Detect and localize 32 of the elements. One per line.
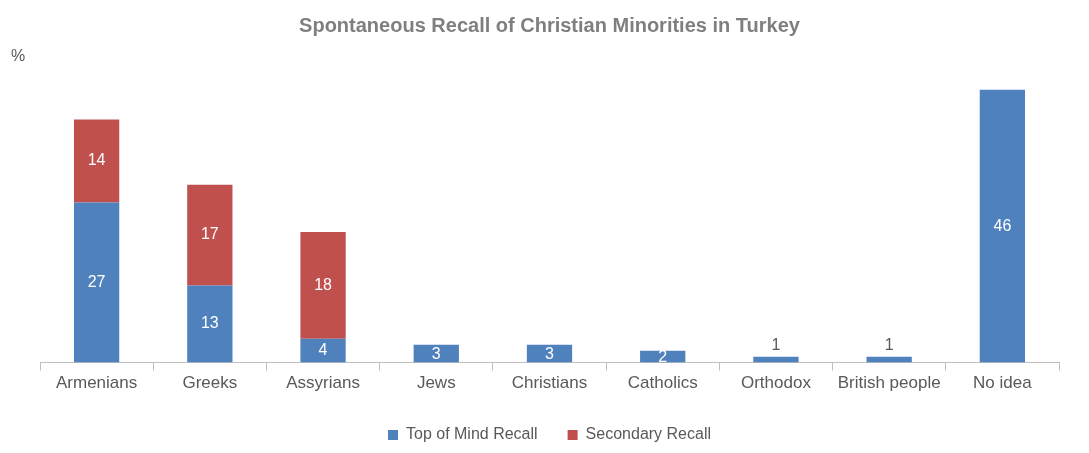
data-label: 13 — [200, 314, 219, 332]
bar — [187, 184, 233, 286]
bar — [187, 285, 233, 363]
data-label: 27 — [87, 272, 106, 290]
x-tick-label: British people — [837, 373, 941, 393]
data-label: 14 — [87, 151, 106, 169]
bar — [300, 338, 346, 363]
bar — [73, 202, 120, 363]
legend-label: Top of Mind Recall — [405, 425, 538, 443]
data-label: 46 — [993, 216, 1012, 234]
data-label: 1 — [771, 336, 781, 354]
x-tick-label: Armenians — [55, 373, 138, 393]
data-label: 18 — [314, 275, 333, 293]
data-label: 1 — [884, 336, 894, 354]
x-tick-label: Assyrians — [286, 373, 360, 393]
legend-label: Secondary Recall — [585, 425, 712, 443]
x-tick-label: Christians — [511, 373, 588, 393]
data-label: 17 — [200, 225, 219, 243]
y-axis-title: % — [10, 47, 26, 65]
bar — [73, 119, 120, 203]
x-tick-label: Greeks — [182, 373, 238, 393]
x-tick-label: No idea — [973, 373, 1033, 393]
chart-title: Spontaneous Recall of Christian Minorities in Turkey — [299, 13, 801, 36]
data-label: 2 — [658, 348, 668, 366]
bar — [300, 232, 346, 339]
data-label: 3 — [431, 345, 441, 363]
x-tick-label: Orthodox — [740, 373, 812, 393]
bar — [979, 89, 1026, 363]
x-tick-label: Jews — [416, 373, 456, 393]
x-tick-label: Catholics — [627, 373, 698, 393]
data-label: 3 — [545, 345, 555, 363]
data-label: 4 — [318, 341, 328, 359]
